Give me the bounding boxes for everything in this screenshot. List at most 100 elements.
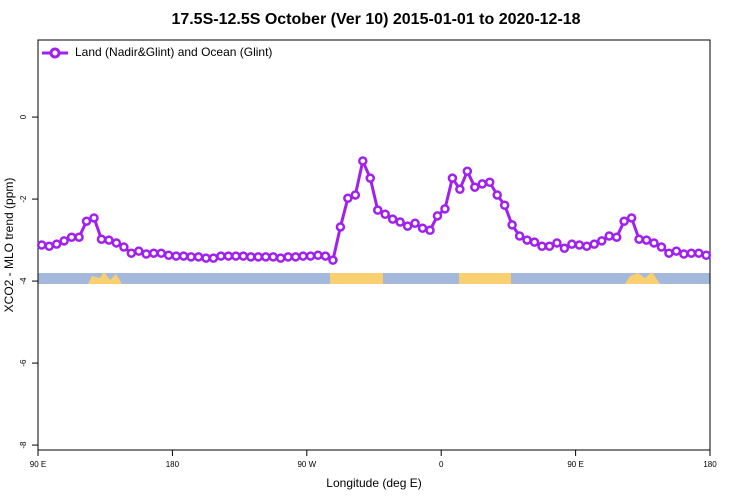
data-point (656, 242, 667, 252)
data-point (380, 209, 390, 219)
data-point (365, 173, 376, 183)
data-point (36, 240, 47, 250)
x-tick-label: 90 E (567, 460, 583, 469)
data-point (417, 223, 428, 233)
land-band (330, 273, 383, 284)
data-point (141, 249, 152, 259)
data-point (89, 213, 99, 223)
data-point (671, 246, 682, 256)
data-point (634, 234, 644, 245)
legend-label: Land (Nadir&Glint) and Ocean (Glint) (75, 45, 272, 59)
data-point (201, 253, 211, 263)
data-point (51, 239, 62, 249)
data-point (552, 238, 562, 248)
data-point (694, 248, 704, 258)
x-axis-label: Longitude (deg E) (326, 476, 421, 490)
data-point (74, 232, 84, 242)
data-point (582, 241, 592, 251)
land-band (88, 272, 122, 284)
y-tick-label: -6 (19, 359, 28, 367)
data-point (372, 205, 383, 215)
y-tick-label: 0 (19, 114, 28, 119)
data-point (567, 239, 577, 249)
y-axis-label: XCO2 - MLO trend (ppm) (2, 178, 16, 313)
data-point (402, 221, 413, 231)
data-point (208, 253, 219, 263)
data-point (679, 249, 689, 259)
data-point (514, 231, 525, 241)
data-point (507, 220, 517, 230)
data-point (216, 251, 226, 261)
data-point (701, 250, 712, 260)
data-point (193, 252, 204, 262)
x-tick-label: 180 (166, 460, 180, 469)
x-tick-label: 90 E (30, 460, 46, 469)
data-point (387, 214, 398, 224)
x-tick-label: 0 (439, 460, 444, 469)
data-point (596, 236, 607, 246)
data-point (350, 190, 361, 200)
x-tick-label: 180 (703, 460, 717, 469)
data-point (626, 213, 637, 223)
data-point (686, 248, 697, 258)
data-point (186, 252, 196, 262)
data-point (537, 241, 547, 251)
land-band (625, 272, 660, 284)
data-point (305, 251, 316, 261)
data-point (231, 251, 241, 261)
data-point (611, 232, 622, 242)
data-point (313, 250, 323, 260)
data-point (238, 251, 249, 261)
land-band (459, 273, 511, 284)
chart-title: 17.5S-12.5S October (Ver 10) 2015-01-01 … (171, 11, 580, 28)
data-point (163, 250, 174, 260)
data-point (298, 251, 308, 261)
data-point (462, 166, 473, 176)
data-point (111, 238, 122, 248)
data-point (425, 225, 435, 235)
plot-frame (37, 39, 711, 451)
data-point (171, 251, 181, 261)
data-point (358, 156, 368, 166)
data-point (470, 182, 480, 192)
data-point (343, 193, 353, 204)
data-point (477, 179, 488, 189)
data-point (44, 241, 54, 251)
data-point (246, 252, 256, 262)
data-point (522, 235, 532, 245)
data-point (440, 204, 450, 214)
data-point (268, 252, 278, 262)
data-point (574, 240, 585, 250)
data-point (335, 222, 346, 232)
data-point (664, 248, 674, 258)
data-point (641, 235, 652, 245)
data-point (328, 255, 338, 265)
y-tick-label: -2 (19, 195, 28, 203)
data-point (260, 252, 271, 262)
data-point (484, 177, 495, 188)
data-point (134, 246, 144, 256)
data-point (178, 251, 189, 261)
data-point (126, 248, 137, 258)
data-point (81, 216, 92, 226)
data-point (589, 239, 600, 249)
data-point (604, 231, 614, 241)
data-point (499, 200, 510, 210)
data-point (649, 238, 659, 248)
data-point (447, 173, 458, 183)
data-point (455, 184, 465, 194)
data-point (223, 251, 234, 261)
data-point (59, 236, 69, 246)
data-point (104, 235, 114, 245)
data-point (544, 241, 555, 251)
data-point (529, 237, 540, 247)
data-point (395, 217, 405, 227)
y-tick-label: -4 (19, 277, 28, 285)
x-tick-label: 90 W (297, 460, 316, 469)
data-point (320, 251, 331, 261)
legend: Land (Nadir&Glint) and Ocean (Glint) (42, 45, 272, 59)
data-point (410, 218, 420, 229)
data-point (253, 252, 264, 262)
data-point (148, 248, 159, 258)
